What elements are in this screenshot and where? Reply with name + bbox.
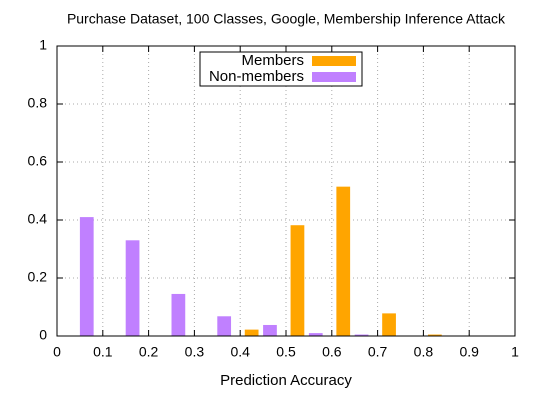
legend-swatch	[312, 72, 356, 82]
bar	[336, 186, 351, 336]
x-tick-label: 0.3	[185, 344, 205, 360]
bar	[263, 324, 277, 336]
x-tick-label: 0.9	[459, 344, 479, 360]
plot-frame	[56, 45, 516, 337]
x-axis-label: Prediction Accuracy	[220, 372, 352, 389]
y-tick-label: 0.4	[28, 211, 48, 227]
bar	[308, 333, 323, 336]
y-tick-label: 1	[39, 37, 47, 53]
bar	[217, 316, 232, 336]
bar	[79, 217, 94, 336]
chart-title: Purchase Dataset, 100 Classes, Google, M…	[67, 11, 506, 27]
x-tick-label: 0.8	[414, 344, 434, 360]
x-tick-label: 0.4	[230, 344, 250, 360]
bar	[354, 334, 369, 336]
y-tick-label: 0.2	[28, 269, 48, 285]
x-tick-label: 1	[511, 344, 519, 360]
y-tick-label: 0.6	[28, 153, 48, 169]
bar	[290, 225, 305, 336]
bar	[382, 313, 396, 336]
x-tick-label: 0.7	[368, 344, 388, 360]
bar	[125, 240, 140, 336]
y-tick-label: 0.8	[28, 95, 48, 111]
x-tick-label: 0.2	[139, 344, 159, 360]
legend-swatch	[312, 56, 356, 66]
x-tick-label: 0	[53, 344, 61, 360]
x-tick-label: 0.6	[322, 344, 342, 360]
y-tick-label: 0	[39, 327, 47, 343]
legend-label: Members	[241, 52, 304, 69]
bar	[244, 329, 259, 336]
legend-label: Non-members	[209, 68, 304, 85]
bar	[427, 334, 442, 336]
x-tick-label: 0.5	[276, 344, 296, 360]
bar	[171, 293, 186, 336]
x-tick-label: 0.1	[93, 344, 113, 360]
